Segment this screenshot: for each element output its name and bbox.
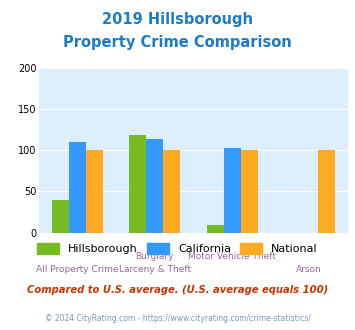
Text: Arson: Arson bbox=[296, 265, 322, 274]
Bar bbox=[207, 225, 224, 233]
Text: 2019 Hillsborough: 2019 Hillsborough bbox=[102, 12, 253, 26]
Text: Compared to U.S. average. (U.S. average equals 100): Compared to U.S. average. (U.S. average … bbox=[27, 285, 328, 295]
Bar bbox=[86, 150, 103, 233]
Text: Burglary: Burglary bbox=[136, 252, 174, 261]
Bar bbox=[241, 150, 258, 233]
Text: © 2024 CityRating.com - https://www.cityrating.com/crime-statistics/: © 2024 CityRating.com - https://www.city… bbox=[45, 314, 310, 323]
Bar bbox=[129, 135, 146, 233]
Text: Property Crime Comparison: Property Crime Comparison bbox=[63, 35, 292, 50]
Bar bbox=[318, 150, 335, 233]
Text: Motor Vehicle Theft: Motor Vehicle Theft bbox=[188, 252, 276, 261]
Legend: Hillsborough, California, National: Hillsborough, California, National bbox=[33, 239, 322, 258]
Bar bbox=[52, 200, 69, 233]
Bar bbox=[224, 148, 241, 233]
Bar bbox=[163, 150, 180, 233]
Bar bbox=[146, 139, 163, 233]
Bar bbox=[69, 142, 86, 233]
Text: All Property Crime: All Property Crime bbox=[37, 265, 119, 274]
Text: Larceny & Theft: Larceny & Theft bbox=[119, 265, 191, 274]
